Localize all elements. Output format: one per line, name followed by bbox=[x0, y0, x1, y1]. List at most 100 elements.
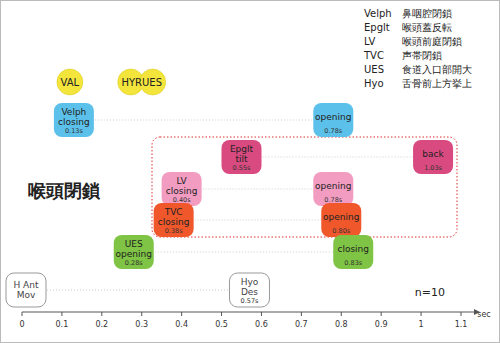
legend-abbr: Velph bbox=[364, 8, 392, 19]
event-time: 0.78s bbox=[324, 127, 342, 135]
tick-label: 0.1 bbox=[56, 320, 69, 329]
legend: Velph 鼻咽腔閉鎖 Epglt 喉頭蓋反転 LV 喉頭前庭閉鎖 TVC 声帯閉鎖 UES 食道… bbox=[363, 8, 472, 89]
event-time: 0.13s bbox=[65, 127, 83, 135]
event-time: 0.55s bbox=[233, 164, 251, 172]
legend-abbr: Epglt bbox=[364, 22, 390, 33]
legend-text: 食道入口部開大 bbox=[402, 64, 472, 75]
text-line: Hyo bbox=[241, 277, 259, 287]
marker-group bbox=[57, 69, 83, 95]
x-axis: 0 0.1 0.2 0.3 0.4 0.5 0.6 0.7 0.8 0.9 1 1.1 sec bbox=[19, 309, 490, 329]
marker bbox=[57, 69, 83, 95]
text-line: closing bbox=[158, 217, 190, 227]
legend-abbr: UES bbox=[364, 64, 384, 75]
event-box bbox=[162, 172, 202, 206]
tick bbox=[301, 312, 302, 316]
tick bbox=[141, 312, 142, 316]
event-label: back bbox=[422, 149, 444, 159]
event-box bbox=[313, 103, 353, 137]
event-label: LVclosing bbox=[166, 176, 198, 196]
tick-label: 0.5 bbox=[215, 320, 228, 329]
legend-text: 喉頭前庭閉鎖 bbox=[402, 36, 462, 47]
event-label: opening bbox=[323, 212, 359, 222]
text-line: Velph bbox=[61, 107, 86, 117]
event-box bbox=[413, 140, 453, 174]
event-label: Velphclosing bbox=[58, 107, 90, 127]
connector bbox=[134, 252, 354, 253]
text-line: Mov bbox=[17, 290, 36, 300]
tick-label: 0.4 bbox=[175, 320, 188, 329]
frame bbox=[1, 1, 500, 343]
labels: Velphclosing0.13sopening0.78sEpglttilt0.… bbox=[13, 77, 444, 305]
text-line: H Ant bbox=[13, 280, 38, 290]
event-box bbox=[6, 273, 46, 307]
event-label: opening bbox=[315, 112, 351, 122]
connector bbox=[242, 157, 434, 158]
event-time: 0.57s bbox=[241, 297, 259, 305]
legend-text: 声帯閉鎖 bbox=[402, 50, 442, 61]
event-label: closing bbox=[337, 244, 369, 254]
plot bbox=[6, 69, 453, 307]
event-time: 0.40s bbox=[173, 196, 191, 204]
marker-label: VAL bbox=[61, 77, 80, 88]
text-line: closing bbox=[58, 117, 90, 127]
event-box bbox=[154, 203, 194, 237]
event-label: HyoDes bbox=[241, 277, 259, 297]
event-label: Epglttilt bbox=[230, 144, 254, 164]
tick bbox=[181, 312, 182, 316]
chart: Velph 鼻咽腔閉鎖 Epglt 喉頭蓋反転 LV 喉頭前庭閉鎖 TVC 声帯閉鎖 UES 食道… bbox=[0, 0, 500, 343]
tick bbox=[101, 312, 102, 316]
event-time: 0.28s bbox=[125, 259, 143, 267]
text-line: UES bbox=[125, 239, 143, 249]
text-line: LV bbox=[177, 176, 188, 186]
group-label: 喉頭閉鎖 bbox=[28, 180, 101, 201]
tick-label: 0.7 bbox=[295, 320, 308, 329]
text-line: tilt bbox=[235, 154, 248, 164]
event-box bbox=[222, 140, 262, 174]
event-box bbox=[114, 235, 154, 269]
group-bracket bbox=[152, 137, 457, 237]
tick-label: 0.3 bbox=[135, 320, 148, 329]
event-time: 0.80s bbox=[332, 227, 350, 235]
tick bbox=[61, 312, 62, 316]
connector bbox=[174, 220, 342, 221]
axis-line bbox=[22, 312, 474, 313]
text-line: closing bbox=[166, 186, 198, 196]
event-label: H AntMov bbox=[13, 280, 38, 300]
connector bbox=[74, 120, 333, 121]
event-time: 1.03s bbox=[424, 164, 442, 172]
tick bbox=[341, 312, 342, 316]
event-box bbox=[54, 103, 94, 137]
tick-label: 0.2 bbox=[95, 320, 108, 329]
event-time: 0.78s bbox=[324, 196, 342, 204]
legend-text: 舌骨前上方挙上 bbox=[402, 78, 472, 89]
text-line: TVC bbox=[164, 207, 183, 217]
event-time: 0.83s bbox=[344, 259, 362, 267]
legend-abbr: LV bbox=[364, 36, 375, 47]
event-label: opening bbox=[315, 181, 351, 191]
event-box bbox=[313, 172, 353, 206]
event-box bbox=[229, 273, 269, 307]
text-line: Epglt bbox=[230, 144, 254, 154]
tick-label: 0.6 bbox=[255, 320, 268, 329]
text-line: Des bbox=[241, 287, 258, 297]
tick-label: 0 bbox=[19, 320, 24, 329]
tick-label: 0.9 bbox=[375, 320, 388, 329]
tick bbox=[261, 312, 262, 316]
connector bbox=[26, 290, 249, 291]
tick-label: 1.1 bbox=[455, 320, 468, 329]
event-time: 0.38s bbox=[165, 227, 183, 235]
tick-label: 0.8 bbox=[335, 320, 348, 329]
text-line: opening bbox=[116, 249, 152, 259]
n-label: n=10 bbox=[415, 286, 445, 299]
legend-text: 鼻咽腔閉鎖 bbox=[402, 8, 452, 19]
axis-title: sec bbox=[477, 310, 491, 319]
tick bbox=[461, 312, 462, 316]
tick bbox=[381, 312, 382, 316]
tick-label: 1 bbox=[419, 320, 424, 329]
legend-abbr: TVC bbox=[363, 50, 384, 61]
tick bbox=[221, 312, 222, 316]
legend-abbr: Hyo bbox=[364, 78, 384, 89]
legend-text: 喉頭蓋反転 bbox=[402, 22, 452, 33]
marker-group bbox=[118, 69, 166, 95]
event-label: TVCclosing bbox=[158, 207, 190, 227]
